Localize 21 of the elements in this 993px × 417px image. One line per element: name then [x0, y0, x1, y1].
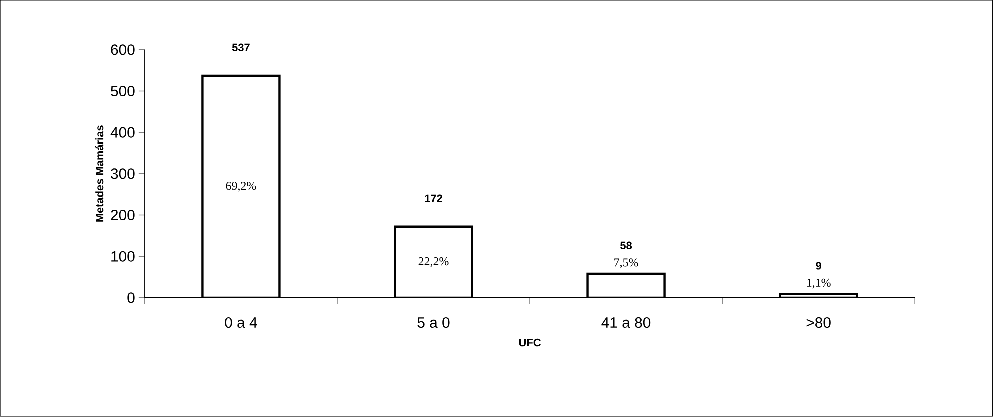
x-tick-label: 0 a 4 — [225, 318, 258, 328]
data-label: 537 — [232, 44, 250, 52]
x-axis-title: UFC — [519, 338, 541, 347]
y-tick-label: 300 — [111, 168, 135, 180]
y-tick-label: 200 — [111, 210, 135, 221]
x-tick-label: >80 — [806, 318, 831, 328]
y-tick-label: 0 — [128, 292, 135, 304]
y-tick-label: 400 — [110, 127, 135, 138]
y-axis-title: Metades Mamárias — [96, 126, 104, 222]
x-tick-label: 5 a 0 — [418, 318, 450, 328]
annotation: 7,5% — [614, 258, 638, 269]
y-tick-label: 500 — [111, 86, 135, 97]
y-tick-label: 100 — [112, 251, 135, 262]
annotation: 1,1% — [807, 278, 831, 289]
x-tick-label: 41 a 80 — [602, 318, 651, 328]
y-tick-label: 600 — [111, 44, 135, 56]
data-label: 9 — [816, 262, 822, 270]
annotation: 69,2% — [226, 182, 256, 192]
data-label: 172 — [425, 194, 442, 202]
data-label: 58 — [620, 242, 632, 250]
annotation: 22,2% — [418, 258, 449, 268]
